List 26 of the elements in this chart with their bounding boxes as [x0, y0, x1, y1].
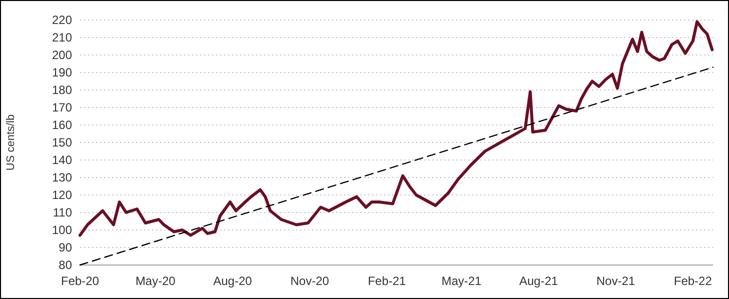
x-tick-label: May-20: [135, 274, 176, 288]
x-tick-label: Nov-21: [596, 274, 636, 288]
y-axis-title: US cents/lb: [5, 114, 17, 171]
y-tick-label: 90: [58, 240, 72, 255]
x-tick-label: May-21: [441, 274, 482, 288]
y-tick-label: 190: [52, 66, 72, 80]
y-tick-label: 210: [52, 30, 72, 45]
y-tick-label: 80: [58, 258, 72, 272]
y-tick-label: 120: [52, 188, 72, 202]
y-tick-label: 160: [52, 118, 72, 132]
y-tick-label: 110: [52, 206, 72, 220]
x-tick-label: Feb-20: [60, 274, 100, 288]
x-tick-label: Feb-21: [368, 274, 406, 288]
y-tick-label: 200: [52, 48, 72, 62]
x-tick-label: Aug-21: [519, 274, 558, 288]
y-tick-label: 170: [52, 100, 72, 115]
y-tick-label: 150: [52, 136, 72, 150]
y-tick-label: 220: [52, 13, 72, 28]
x-tick-label: Nov-20: [290, 274, 330, 288]
y-tick-label: 140: [52, 153, 72, 168]
y-tick-label: 100: [52, 223, 72, 238]
y-tick-label: 180: [52, 83, 72, 98]
y-tick-label: 130: [52, 170, 72, 185]
line-series: [78, 20, 714, 237]
x-tick-label: Aug-20: [213, 274, 252, 288]
x-tick-label: Feb-22: [674, 274, 712, 288]
